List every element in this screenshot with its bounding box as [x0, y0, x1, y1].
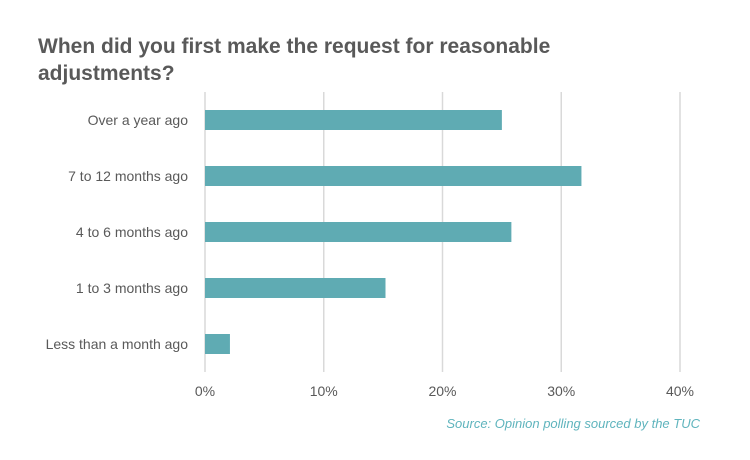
category-label: Over a year ago	[88, 112, 189, 128]
x-tick-labels: 0% 10% 20% 30% 40%	[195, 383, 694, 399]
category-label: 7 to 12 months ago	[68, 168, 188, 184]
bar	[205, 222, 512, 242]
category-label: 4 to 6 months ago	[76, 224, 188, 240]
bar	[205, 166, 582, 186]
bar	[205, 278, 386, 298]
x-tick-label: 10%	[310, 383, 338, 399]
chart-title-line-1: When did you first make the request for …	[38, 35, 550, 58]
category-label: 1 to 3 months ago	[76, 280, 188, 296]
chart-title-line-2: adjustments?	[38, 62, 175, 85]
x-tick-label: 40%	[666, 383, 694, 399]
bar	[205, 334, 230, 354]
category-labels: Over a year ago 7 to 12 months ago 4 to 6 …	[46, 112, 189, 352]
x-tick-label: 20%	[428, 383, 456, 399]
source-note: Source: Opinion polling sourced by the T…	[446, 416, 700, 431]
bar	[205, 110, 502, 130]
bars	[205, 110, 582, 354]
x-tick-label: 0%	[195, 383, 215, 399]
category-label: Less than a month ago	[46, 336, 189, 352]
x-tick-label: 30%	[547, 383, 575, 399]
